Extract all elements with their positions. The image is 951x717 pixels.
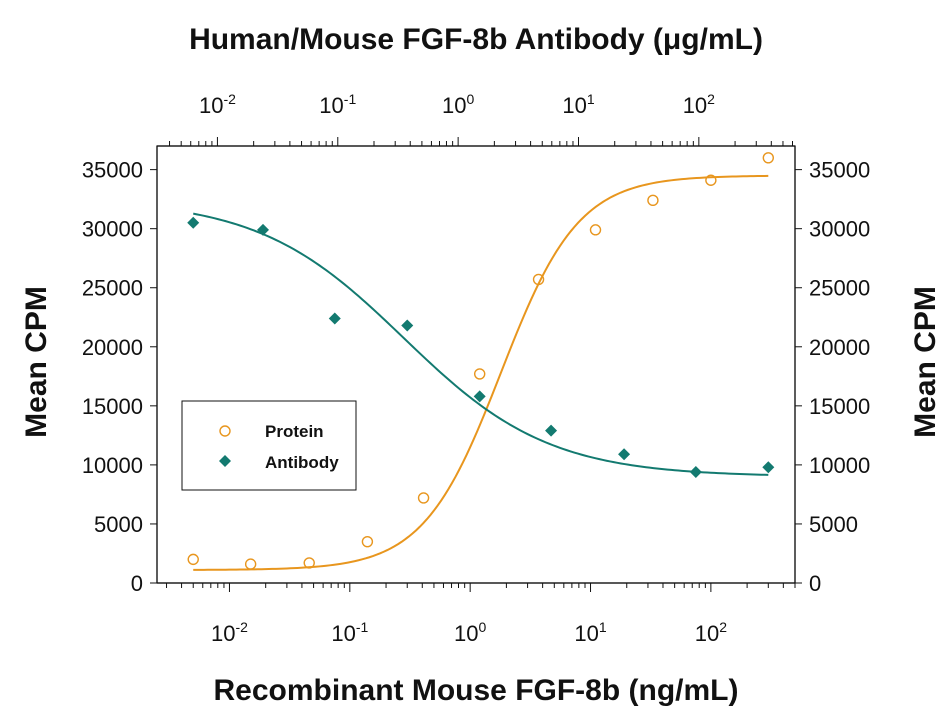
y-tick-label-left: 5000 <box>94 512 143 537</box>
y-tick-label-right: 5000 <box>809 512 858 537</box>
x-tick-base: 10 <box>442 93 466 118</box>
protein-data-point <box>705 174 717 186</box>
y-axis-left: 0 5000 10000 15000 20000 25000 30000 35000 <box>82 146 158 596</box>
x-tick-base: 10 <box>562 93 586 118</box>
x-axis-bottom: 10-2 10-1 100 101 102 <box>157 582 796 646</box>
protein-data-point <box>417 492 430 504</box>
antibody-data-point <box>187 216 200 229</box>
protein-data-point <box>244 558 257 570</box>
protein-fit-curve <box>193 174 769 571</box>
y-tick-label-right: 20000 <box>809 335 870 360</box>
legend: Protein Antibody <box>181 400 357 491</box>
x-tick-label-bottom: 10-2 <box>211 619 248 646</box>
antibody-data-point <box>473 390 486 403</box>
x-tick-label-top: 10-2 <box>199 91 236 118</box>
protein-data-point <box>187 553 199 566</box>
antibody-data-point <box>328 312 341 325</box>
y-tick-label-right: 10000 <box>809 453 870 478</box>
protein-data-point <box>303 557 315 569</box>
antibody-data-point <box>762 461 775 474</box>
y-tick-label-left: 10000 <box>82 453 143 478</box>
y-axis-label-right: Mean CPM <box>909 286 942 438</box>
x-tick-exponent: 1 <box>599 619 607 635</box>
x-tick-label-top: 102 <box>683 91 715 118</box>
protein-data-point <box>532 273 545 286</box>
x-tick-base: 10 <box>331 621 355 646</box>
y-axis-label-left: Mean CPM <box>20 286 53 438</box>
x-tick-base: 10 <box>574 621 598 646</box>
antibody-data-point <box>401 319 414 332</box>
x-tick-exponent: -2 <box>223 91 236 107</box>
protein-data-point <box>589 224 602 236</box>
x-tick-label-top: 100 <box>442 91 474 118</box>
legend-protein-marker <box>219 425 231 437</box>
x-tick-label-top: 10-1 <box>319 91 356 118</box>
x-tick-label-bottom: 101 <box>574 619 606 646</box>
x-tick-base: 10 <box>211 621 235 646</box>
x-tick-base: 10 <box>319 93 343 118</box>
protein-data-point <box>473 368 486 380</box>
antibody-fit-curve <box>193 212 769 476</box>
y-tick-label-left: 30000 <box>82 217 143 242</box>
x-tick-base: 10 <box>454 621 478 646</box>
antibody-data-point <box>618 448 631 461</box>
y-tick-label-right: 35000 <box>809 158 870 183</box>
y-tick-label-right: 30000 <box>809 217 870 242</box>
x-axis-label: Recombinant Mouse FGF-8b (ng/mL) <box>214 674 739 707</box>
legend-protein-label: Protein <box>265 422 324 441</box>
plot-frame <box>156 145 796 584</box>
x-tick-label-top: 101 <box>562 91 594 118</box>
legend-antibody-label: Antibody <box>265 453 339 472</box>
y-tick-label-left: 25000 <box>82 276 143 301</box>
y-axis-right: 0 5000 10000 15000 20000 25000 30000 35000 <box>794 146 870 596</box>
x-tick-exponent: -1 <box>356 619 369 635</box>
legend-box <box>181 400 357 491</box>
y-tick-label-left: 35000 <box>82 158 143 183</box>
antibody-data-point <box>257 223 270 236</box>
data-markers <box>187 152 775 570</box>
x-tick-exponent: -2 <box>235 619 248 635</box>
x-tick-label-bottom: 102 <box>695 619 727 646</box>
x-tick-base: 10 <box>695 621 719 646</box>
y-tick-label-left: 15000 <box>82 394 143 419</box>
x-tick-exponent: 0 <box>479 619 487 635</box>
fit-curves <box>193 174 769 571</box>
y-tick-label-left: 20000 <box>82 335 143 360</box>
y-tick-label-right: 15000 <box>809 394 870 419</box>
protein-data-point <box>361 535 374 548</box>
protein-data-point <box>647 194 659 207</box>
x-tick-base: 10 <box>683 93 707 118</box>
x-tick-exponent: 2 <box>707 91 715 107</box>
x-tick-label-bottom: 100 <box>454 619 486 646</box>
x-axis-top: 10-2 10-1 100 101 102 <box>157 91 795 147</box>
antibody-data-point <box>545 424 558 437</box>
x-tick-exponent: 1 <box>587 91 595 107</box>
x-tick-exponent: 2 <box>719 619 727 635</box>
legend-antibody-marker <box>219 455 231 467</box>
antibody-data-point <box>689 465 702 478</box>
y-tick-label-left: 0 <box>131 571 143 596</box>
x-tick-exponent: -1 <box>344 91 357 107</box>
x-tick-label-bottom: 10-1 <box>331 619 368 646</box>
protein-data-point <box>762 152 774 164</box>
x-tick-exponent: 0 <box>466 91 474 107</box>
y-tick-label-right: 25000 <box>809 276 870 301</box>
x-tick-base: 10 <box>199 93 223 118</box>
chart-title: Human/Mouse FGF-8b Antibody (μg/mL) <box>189 23 763 56</box>
y-tick-label-right: 0 <box>809 571 821 596</box>
